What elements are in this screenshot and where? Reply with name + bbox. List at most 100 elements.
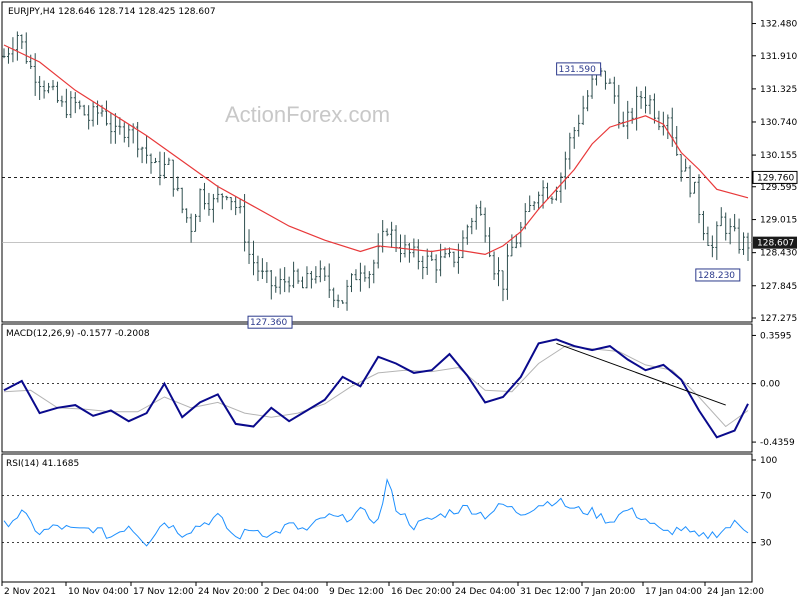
ohlc-bar [403, 234, 407, 258]
xtick-label: 2 Nov 2021 [4, 587, 56, 597]
ohlc-bar [728, 218, 732, 245]
ohlc-bar [568, 132, 572, 170]
ohlc-bar [278, 268, 282, 295]
ohlc-bar [349, 273, 353, 293]
price-panel-frame [1, 1, 753, 323]
ohlc-bar [608, 78, 612, 84]
ohlc-bar [332, 287, 336, 308]
ohlc-bar [652, 93, 656, 124]
ohlc-bar [528, 195, 532, 213]
last-price-tag: 128.607 [753, 236, 797, 249]
ohlc-bar [376, 233, 380, 269]
ohlc-bar [630, 107, 634, 124]
xtick-label: 2 Dec 04:00 [264, 587, 319, 597]
ohlc-bar [238, 199, 242, 214]
ohlc-bar [247, 229, 251, 264]
ohlc-bar [710, 235, 714, 258]
ohlc-bar [269, 269, 273, 300]
ohlc-bar [354, 269, 358, 281]
price-annotation-label: 127.360 [250, 318, 287, 328]
xtick-label: 7 Jan 20:00 [584, 587, 636, 597]
ohlc-bar [581, 95, 585, 125]
xtick-label: 24 Nov 20:00 [198, 587, 259, 597]
level-price-tag: 129.760 [752, 170, 798, 184]
ohlc-bar [358, 262, 362, 292]
ohlc-bar [87, 105, 91, 130]
xtick-label: 10 Nov 04:00 [68, 587, 129, 597]
macd-ytick-label: 0.00 [760, 380, 780, 390]
ohlc-bar [136, 121, 140, 158]
ohlc-bar [626, 100, 630, 140]
price-ytick-label: 128.430 [760, 249, 797, 259]
ohlc-bar [287, 276, 291, 293]
ohlc-bar [60, 95, 64, 107]
ohlc-bar [194, 213, 198, 232]
ohlc-bar [225, 195, 229, 201]
watermark: ActionForex.com [225, 102, 390, 127]
ohlc-bar [501, 270, 505, 302]
ohlc-bar [363, 265, 367, 282]
price-annotation-label: 131.590 [559, 65, 596, 75]
ohlc-bar [639, 90, 643, 109]
xtick-label: 24 Dec 04:00 [455, 587, 516, 597]
xtick-label: 17 Jan 04:00 [645, 587, 702, 597]
ohlc-bar [617, 84, 621, 129]
ohlc-bar [229, 197, 233, 211]
ohlc-bar [82, 104, 86, 116]
ohlc-bar [439, 243, 443, 277]
ohlc-bar [292, 261, 296, 289]
ohlc-bar [211, 193, 215, 223]
ohlc-bar [15, 31, 19, 61]
ohlc-bar [38, 75, 42, 101]
ohlc-bar [474, 204, 478, 230]
ohlc-bar [367, 271, 371, 289]
xtick-label: 16 Dec 20:00 [391, 587, 452, 597]
ohlc-bar [2, 48, 6, 59]
ohlc-bar [73, 92, 77, 114]
price-annotation: 127.360 [247, 315, 293, 329]
ohlc-bar [127, 124, 131, 148]
ohlc-bar [341, 300, 345, 304]
ohlc-bar [185, 208, 189, 223]
price-ytick-label: 132.480 [760, 20, 797, 30]
ohlc-bar [586, 90, 590, 112]
ohlc-bar [644, 86, 648, 114]
last-price-tag-box [753, 236, 797, 249]
ohlc-bar [412, 238, 416, 258]
ohlc-bar [336, 294, 340, 308]
ohlc-bar [91, 102, 95, 127]
ohlc-bar [176, 176, 180, 192]
macd-ytick-label: 0.3595 [760, 331, 792, 341]
ohlc-bar [216, 185, 220, 203]
macd-layer [2, 338, 752, 439]
macd-ytick-label: -0.4359 [760, 438, 795, 448]
ohlc-bar [149, 153, 153, 174]
ohlc-bar [675, 125, 679, 156]
ohlc-bar [603, 70, 607, 90]
ohlc-bar [260, 258, 264, 280]
level-price-tag-box [752, 170, 798, 184]
ohlc-bar [666, 114, 670, 139]
xtick-label: 24 Jan 12:00 [707, 587, 764, 597]
ohlc-bar [514, 234, 518, 249]
ohlc-bar [470, 217, 474, 235]
ohlc-bar [434, 254, 438, 283]
ohlc-bar [113, 113, 117, 144]
ohlc-bar [421, 255, 425, 280]
ohlc-bar [42, 80, 46, 99]
ohlc-bar [505, 243, 509, 300]
ohlc-bar [510, 234, 514, 257]
ohlc-bar [742, 232, 746, 255]
last-price-tag-label: 128.607 [757, 239, 794, 249]
ohlc-bar [327, 263, 331, 298]
price-ytick-label: 129.015 [760, 216, 797, 226]
ohlc-bar [407, 242, 411, 263]
rsi-ytick-label: 30 [760, 539, 772, 549]
ohlc-bar [234, 196, 238, 216]
price-header: EURJPY,H4 128.646 128.714 128.425 128.60… [8, 7, 216, 17]
ohlc-bar [559, 172, 563, 203]
ohlc-bar [452, 251, 456, 268]
ohlc-bar [140, 146, 144, 164]
ohlc-bar [122, 122, 126, 143]
price-ytick-label: 127.845 [760, 282, 797, 292]
